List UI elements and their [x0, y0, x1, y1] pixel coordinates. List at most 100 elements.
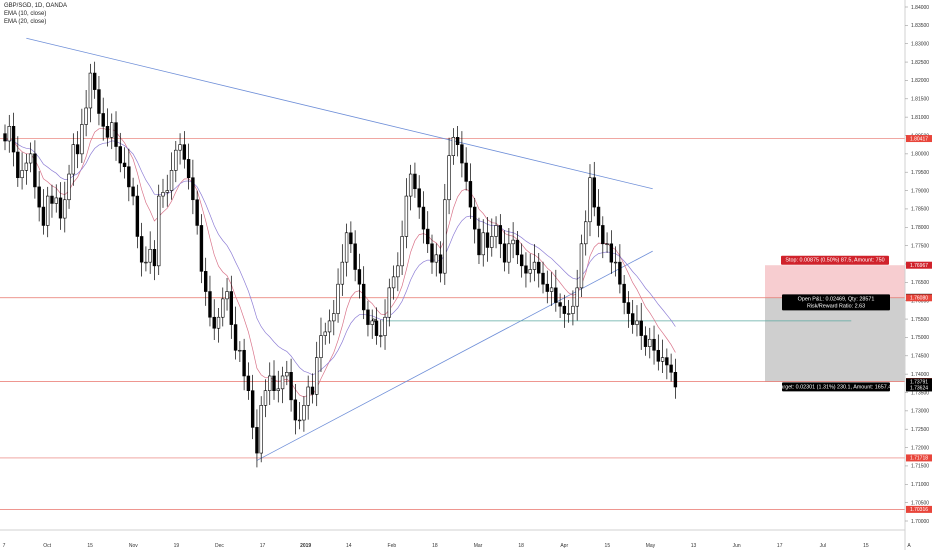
candle-body [579, 243, 584, 289]
candle-body [344, 232, 349, 263]
price-label-text: 1.76967 [910, 263, 928, 269]
candle-body [221, 298, 225, 318]
pnl-label-bg [782, 294, 890, 311]
price-label-text: 1.73624 [910, 386, 928, 392]
candle-body [63, 199, 67, 219]
candle-body [336, 283, 340, 314]
candle-body [152, 249, 157, 267]
y-tick-label: 1.80000 [911, 152, 929, 158]
candle-body [515, 239, 520, 256]
y-tick-label: 1.75000 [911, 335, 929, 341]
candle-body [182, 144, 187, 160]
candle-body [92, 72, 97, 90]
candle-body [195, 199, 199, 226]
candle-body [50, 195, 54, 204]
candle-body [118, 146, 122, 164]
stop-label-text: Stop: 0.00875 (0.50%) 87.5, Amount: 750 [785, 258, 884, 264]
y-tick-label: 1.75500 [911, 317, 929, 323]
price-label-bg [906, 135, 932, 143]
candle-body [477, 228, 481, 256]
candle-body [178, 144, 182, 151]
candle-body [618, 261, 622, 285]
candle-body [519, 254, 524, 267]
candle-body [660, 357, 665, 362]
candle-body [88, 72, 93, 109]
candle-body [541, 272, 545, 285]
candle-body [139, 236, 144, 263]
stop-zone [765, 265, 905, 298]
candle-body [238, 349, 242, 352]
candle-body [306, 386, 310, 406]
y-tick-label: 1.83000 [911, 42, 929, 48]
price-axis: 1.84000 1.83500 1.83000 1.82500 1.82000 1.815… [904, 0, 932, 550]
candle-body [20, 170, 24, 179]
candle-body [323, 331, 327, 336]
price-label-bg [906, 384, 932, 392]
candle-body [434, 254, 438, 263]
candle-body [3, 133, 7, 142]
candle-body [447, 155, 451, 201]
candle-body [643, 335, 648, 347]
y-tick-label: 1.70500 [911, 500, 929, 506]
candle-body [391, 276, 396, 289]
candle-body [413, 173, 417, 190]
candle-body [665, 357, 669, 366]
candle-body [293, 399, 298, 421]
y-tick-label: 1.71500 [911, 464, 929, 470]
ema-lines [4, 127, 676, 398]
candle-body [276, 388, 280, 391]
x-tick-label: A [907, 543, 911, 549]
candle-body [101, 113, 105, 127]
candle-body [494, 225, 498, 237]
trendlines: 0* [26, 37, 852, 461]
candle-body [374, 320, 379, 336]
candle-body [285, 372, 289, 377]
candle-body [639, 320, 643, 336]
x-tick-label: 15 [863, 543, 869, 549]
y-tick-label: 1.73500 [911, 390, 929, 396]
candle-body [379, 335, 383, 337]
candle-body [340, 261, 345, 285]
y-tick-label: 1.84000 [911, 5, 929, 11]
candle-body [174, 149, 178, 171]
candle-body [263, 390, 268, 406]
candle-body [255, 427, 259, 454]
candle-body [332, 313, 336, 322]
candle-body [387, 287, 391, 318]
candle-body [507, 243, 511, 263]
pnl-label-text: Risk/Reward Ratio: 2.63 [807, 303, 865, 309]
x-tick-label: 18 [518, 543, 524, 549]
y-tick-label: 1.83500 [911, 23, 929, 29]
candle-body [502, 243, 507, 263]
candle-body [212, 316, 216, 329]
trendline [26, 37, 653, 190]
candle-body [41, 206, 46, 226]
candle-body [233, 324, 238, 351]
candle-body [97, 89, 101, 114]
candle-body [114, 122, 118, 147]
y-tick-label: 1.78000 [911, 225, 929, 231]
candle-body [110, 122, 114, 138]
position-zones [765, 265, 905, 382]
candle-body [622, 283, 626, 303]
candle-body [148, 249, 152, 263]
candle-body [272, 375, 276, 391]
y-tick-label: 1.71000 [911, 482, 929, 488]
price-label-text: 1.71718 [910, 456, 928, 462]
candle-body [498, 225, 503, 245]
ray-label: 0* [372, 318, 377, 324]
candle-body [191, 177, 195, 201]
candle-body [242, 349, 246, 377]
candle-body [532, 261, 537, 270]
candle-body [558, 302, 562, 307]
candle-body [349, 232, 353, 245]
candle-body [250, 390, 255, 428]
candle-body [246, 375, 251, 391]
candle-body [33, 153, 37, 188]
candle-body [289, 372, 293, 401]
position-labels: Stop: 0.00875 (0.50%) 87.5, Amount: 750 O… [778, 255, 894, 392]
candle-body [468, 181, 473, 208]
candle-body [383, 316, 387, 336]
candle-body [131, 186, 135, 197]
